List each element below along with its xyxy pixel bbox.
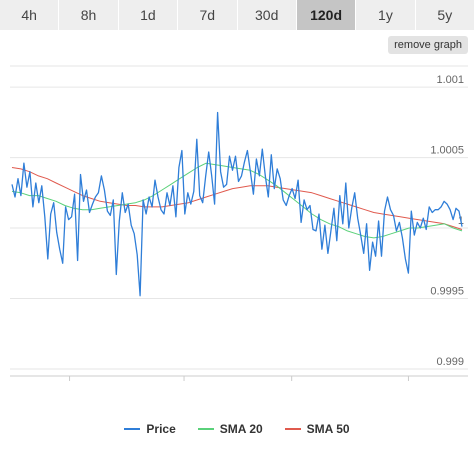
y-tick-label: 1.0005: [430, 145, 464, 157]
legend-label-price: Price: [146, 422, 176, 436]
legend-swatch-price: [124, 428, 141, 430]
legend-label-sma50: SMA 50: [306, 422, 350, 436]
chart-legend: Price SMA 20 SMA 50: [0, 420, 474, 438]
legend-item-price[interactable]: Price: [124, 422, 176, 436]
y-tick-label: 0.999: [436, 356, 464, 368]
tab-1y[interactable]: 1y: [356, 0, 416, 30]
legend-item-sma50[interactable]: SMA 50: [284, 422, 350, 436]
time-range-tabs: 4h 8h 1d 7d 30d 120d 1y 5y: [0, 0, 474, 30]
y-tick-label: 1.001: [436, 74, 464, 86]
tab-5y[interactable]: 5y: [415, 0, 474, 30]
tab-30d[interactable]: 30d: [237, 0, 297, 30]
y-tick-label: 0.9995: [430, 286, 464, 298]
remove-graph-button[interactable]: remove graph: [388, 36, 468, 54]
legend-swatch-sma50: [284, 428, 301, 430]
tab-8h[interactable]: 8h: [59, 0, 119, 30]
legend-label-sma20: SMA 20: [219, 422, 263, 436]
price-line: [11, 111, 463, 297]
tab-4h[interactable]: 4h: [0, 0, 60, 30]
legend-item-sma20[interactable]: SMA 20: [197, 422, 263, 436]
tab-120d[interactable]: 120d: [296, 0, 357, 30]
legend-swatch-sma20: [197, 428, 214, 430]
tab-7d[interactable]: 7d: [178, 0, 238, 30]
tab-1d[interactable]: 1d: [118, 0, 179, 30]
